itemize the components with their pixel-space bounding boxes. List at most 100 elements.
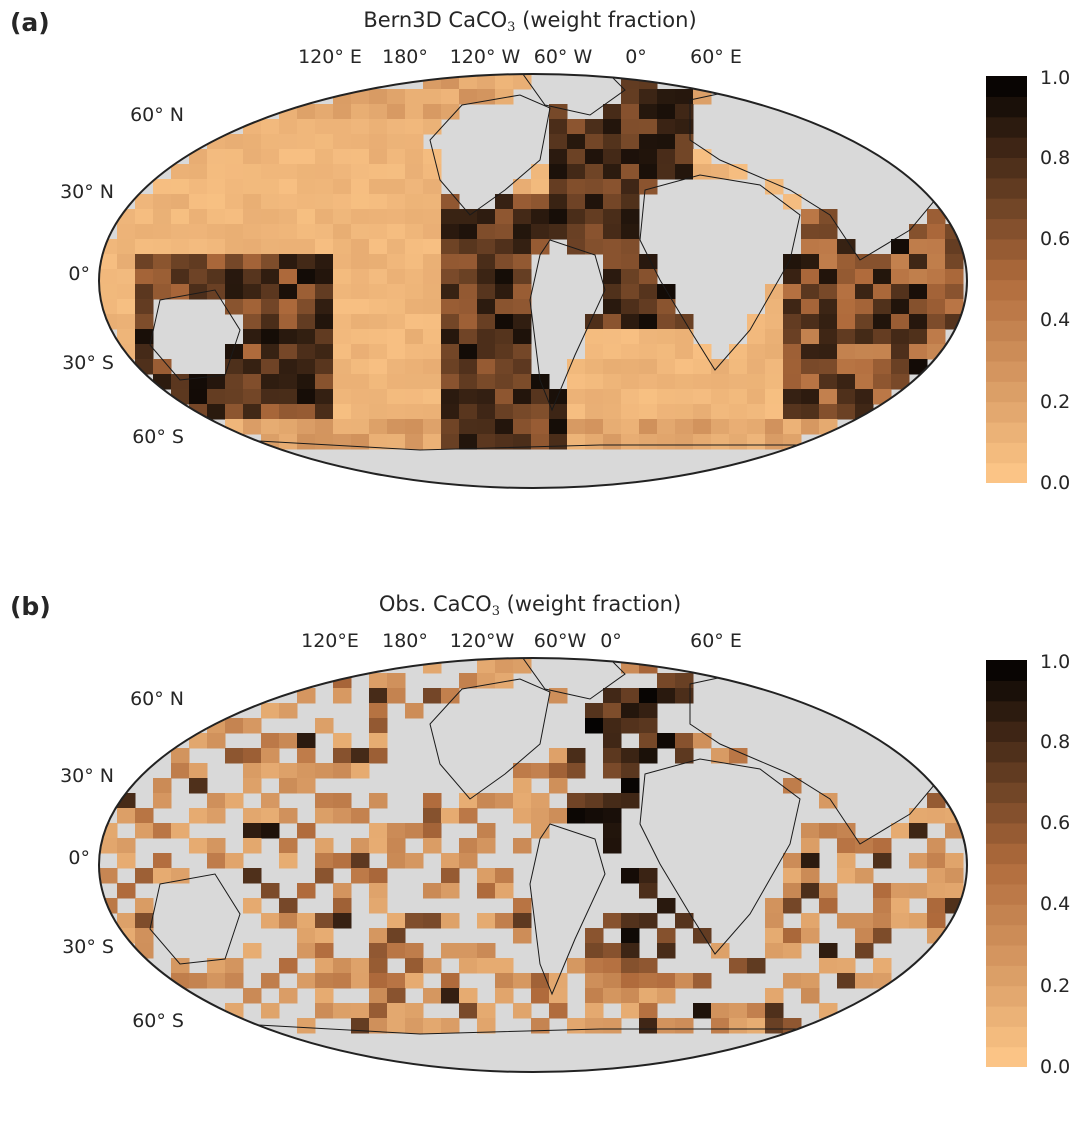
- grid-cell: [171, 254, 190, 270]
- grid-cell: [675, 733, 694, 749]
- grid-cell: [675, 119, 694, 135]
- grid-cell: [441, 883, 460, 899]
- grid-cell: [333, 119, 352, 135]
- grid-cell: [405, 299, 424, 315]
- grid-cell: [675, 748, 694, 764]
- grid-cell: [621, 89, 640, 105]
- grid-cell: [441, 853, 460, 869]
- grid-cell: [873, 329, 892, 345]
- grid-cell: [675, 913, 694, 929]
- grid-cell: [387, 434, 406, 450]
- grid-cell: [333, 958, 352, 974]
- grid-cell: [387, 89, 406, 105]
- grid-cell: [621, 359, 640, 375]
- grid-cell: [513, 194, 532, 210]
- grid-cell: [279, 778, 298, 794]
- grid-cell: [585, 209, 604, 225]
- grid-cell: [801, 299, 820, 315]
- grid-cell: [207, 194, 226, 210]
- grid-cell: [603, 254, 622, 270]
- grid-cell: [477, 89, 496, 105]
- grid-cell: [135, 194, 154, 210]
- grid-cell: [873, 299, 892, 315]
- grid-cell: [261, 973, 280, 989]
- grid-cell: [873, 973, 892, 989]
- grid-cell: [423, 958, 442, 974]
- grid-cell: [369, 404, 388, 420]
- grid-cell: [297, 224, 316, 240]
- grid-cell: [765, 314, 784, 330]
- grid-cell: [657, 673, 676, 689]
- grid-cell: [279, 359, 298, 375]
- grid-cell: [351, 284, 370, 300]
- grid-cell: [315, 389, 334, 405]
- grid-cell: [567, 419, 586, 435]
- grid-cell: [801, 404, 820, 420]
- grid-cell: [387, 404, 406, 420]
- grid-cell: [855, 868, 874, 884]
- grid-cell: [657, 389, 676, 405]
- grid-cell: [315, 104, 334, 120]
- grid-cell: [351, 763, 370, 779]
- grid-cell: [477, 209, 496, 225]
- grid-cell: [405, 284, 424, 300]
- grid-cell: [333, 194, 352, 210]
- colorbar-tick: 0.4: [1040, 309, 1071, 331]
- grid-cell: [531, 224, 550, 240]
- grid-cell: [909, 359, 928, 375]
- grid-cell: [387, 673, 406, 689]
- grid-cell: [837, 913, 856, 929]
- grid-cell: [261, 239, 280, 255]
- grid-cell: [243, 329, 262, 345]
- grid-cell: [513, 74, 532, 90]
- grid-cell: [135, 269, 154, 285]
- grid-cell: [369, 284, 388, 300]
- grid-cell: [135, 898, 154, 914]
- grid-cell: [549, 988, 568, 1004]
- grid-cell: [855, 269, 874, 285]
- grid-cell: [387, 164, 406, 180]
- grid-cell: [873, 269, 892, 285]
- grid-cell: [639, 179, 658, 195]
- grid-cell: [477, 868, 496, 884]
- grid-cell: [495, 254, 514, 270]
- grid-cell: [657, 434, 676, 450]
- grid-cell: [531, 419, 550, 435]
- grid-cell: [333, 239, 352, 255]
- lon-label: 60° W: [533, 46, 593, 68]
- grid-cell: [837, 389, 856, 405]
- grid-cell: [945, 853, 964, 869]
- grid-cell: [477, 883, 496, 899]
- coastline: [639, 758, 801, 955]
- grid-cell: [603, 419, 622, 435]
- grid-cell: [621, 374, 640, 390]
- lat-label: 30° S: [62, 352, 114, 374]
- grid-cell: [657, 419, 676, 435]
- grid-cell: [459, 224, 478, 240]
- grid-cell: [423, 823, 442, 839]
- grid-cell: [693, 973, 712, 989]
- grid-cell: [333, 149, 352, 165]
- grid-cell: [135, 913, 154, 929]
- grid-cell: [261, 209, 280, 225]
- grid-cell: [639, 269, 658, 285]
- grid-cell: [333, 1003, 352, 1019]
- grid-cell: [585, 928, 604, 944]
- grid-cell: [171, 209, 190, 225]
- grid-cell: [657, 134, 676, 150]
- grid-cell: [261, 254, 280, 270]
- grid-cell: [315, 419, 334, 435]
- grid-cell: [99, 868, 118, 884]
- grid-cell: [243, 224, 262, 240]
- grid-cell: [711, 389, 730, 405]
- grid-cell: [261, 823, 280, 839]
- grid-cell: [315, 149, 334, 165]
- grid-cell: [585, 419, 604, 435]
- grid-cell: [117, 284, 136, 300]
- grid-cell: [747, 1003, 766, 1019]
- grid-cell: [693, 434, 712, 450]
- grid-cell: [369, 194, 388, 210]
- grid-cell: [387, 269, 406, 285]
- grid-cell: [531, 164, 550, 180]
- grid-cell: [387, 239, 406, 255]
